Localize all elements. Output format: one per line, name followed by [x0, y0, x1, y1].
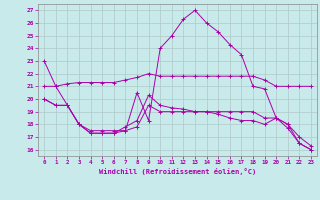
X-axis label: Windchill (Refroidissement éolien,°C): Windchill (Refroidissement éolien,°C): [99, 168, 256, 175]
